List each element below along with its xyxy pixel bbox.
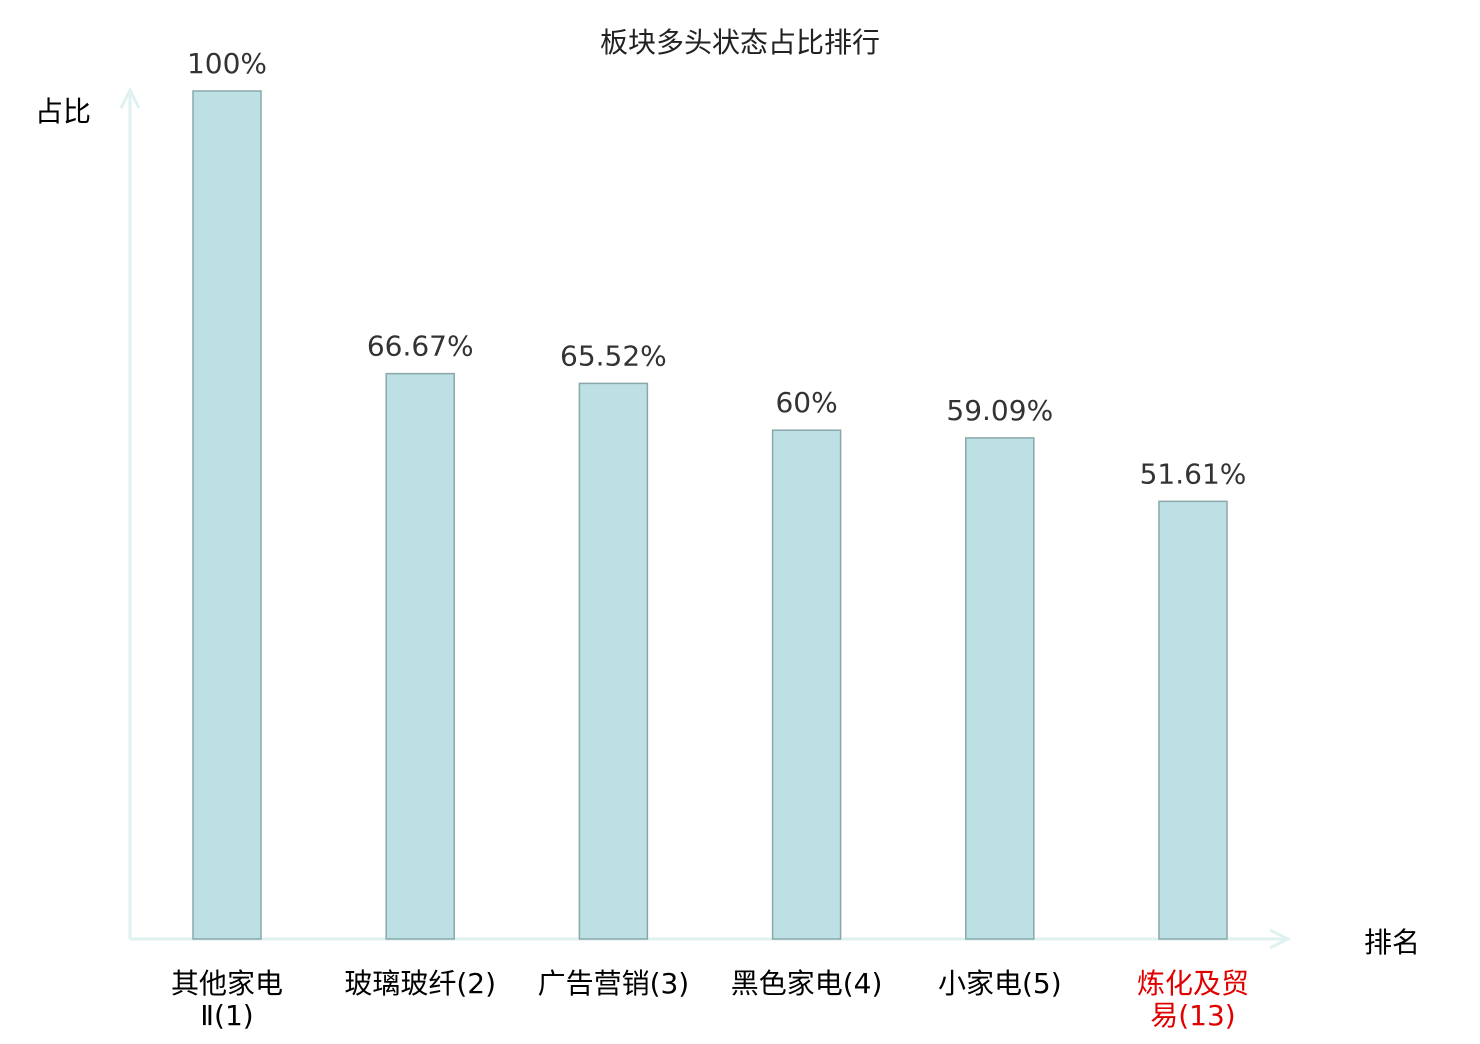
chart-title: 板块多头状态占比排行 [600,26,880,59]
x-tick-label: 广告营销(3) [538,967,690,1000]
bar [192,90,262,940]
data-label: 66.67% [367,330,474,363]
x-tick-label: Ⅱ(1) [200,999,253,1032]
data-label: 65.52% [560,339,667,372]
y-axis-arrow-icon [119,86,141,109]
x-axis-arrow-icon [1269,928,1292,950]
x-tick-label: 其他家电 [171,967,283,1000]
bar [578,382,649,940]
x-tick-label: 黑色家电(4) [731,967,883,1000]
data-label: 51.61% [1140,457,1247,490]
x-tick-label: 玻璃玻纤(2) [344,967,496,1000]
bar [1158,500,1228,940]
bar [965,437,1035,940]
x-axis-label: 排名 [1364,926,1420,959]
x-tick-label: 易(13) [1150,999,1235,1032]
data-label: 59.09% [946,394,1053,427]
bar [771,429,842,940]
y-axis-label: 占比 [35,95,91,128]
x-tick-label: 小家电(5) [938,967,1062,1000]
x-tick-label: 炼化及贸 [1137,967,1249,1000]
bar [385,372,455,940]
data-label: 60% [775,386,837,419]
data-label: 100% [187,47,267,80]
axes [119,86,1292,950]
